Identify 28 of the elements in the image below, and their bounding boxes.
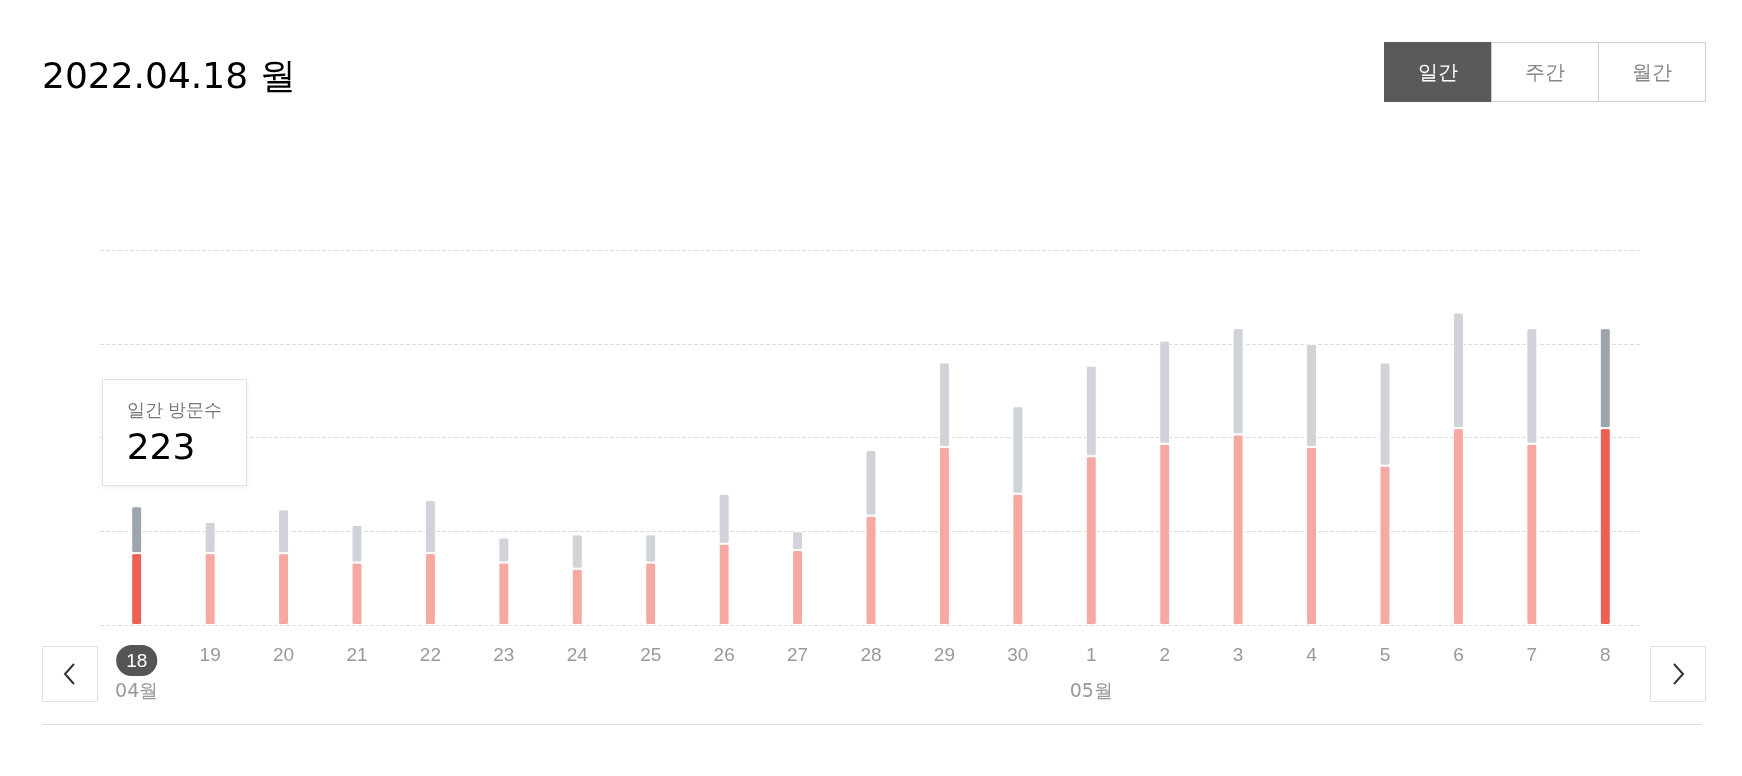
x-tick-label: 19 — [199, 644, 221, 665]
x-tick-label: 25 — [640, 644, 662, 665]
x-tick-label: 4 — [1306, 644, 1318, 665]
x-tick-label: 27 — [787, 644, 809, 665]
x-tick-label: 2 — [1159, 644, 1170, 665]
text: 일간 — [1384, 42, 1492, 102]
text: 주간 — [1491, 42, 1599, 102]
x-tick-label: 8 — [1600, 644, 1611, 665]
chart-title: 2022.04.18 월 — [42, 54, 296, 98]
x-tick-label: 21 — [346, 644, 368, 665]
x-tick-label: 29 — [933, 644, 955, 665]
x-tick-label: 7 — [1526, 644, 1538, 665]
x-tick-label: 6 — [1453, 644, 1464, 665]
x-tick-label: 18 — [126, 650, 148, 671]
x-tick-label: 3 — [1232, 644, 1244, 665]
x-tick-label: 24 — [566, 644, 589, 665]
x-tick-label: 28 — [860, 644, 882, 665]
x-tick-label: 1 — [1086, 644, 1097, 665]
text: 월간 — [1598, 42, 1706, 102]
x-tick-label: 20 — [273, 644, 295, 665]
x-tick-label: 23 — [493, 644, 515, 665]
text: 04월 — [115, 678, 159, 703]
x-tick-label: 22 — [419, 644, 441, 665]
x-tick-label: 5 — [1379, 644, 1391, 665]
text: 05월 — [1069, 678, 1113, 703]
annotation: 일간 방문수 223 — [126, 398, 223, 468]
x-tick-label: 26 — [713, 644, 735, 665]
x-tick-label: 30 — [1007, 644, 1029, 665]
